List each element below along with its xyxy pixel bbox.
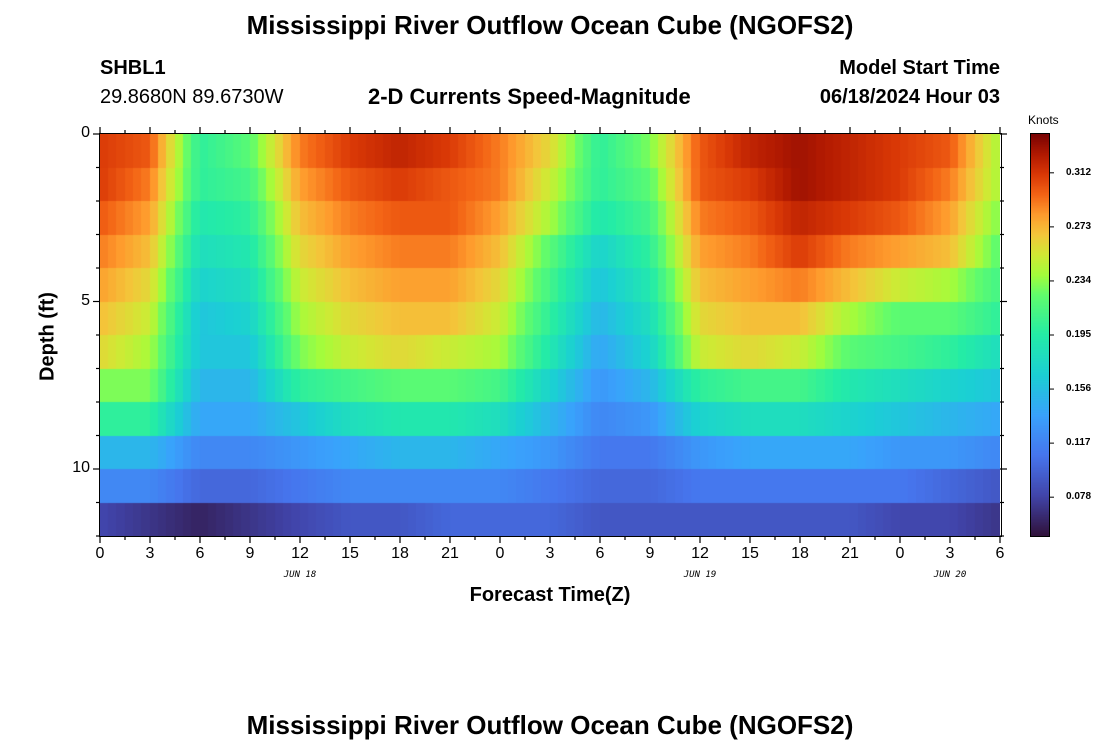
x-tick-label: 6 xyxy=(995,545,1005,562)
x-tick-label: 3 xyxy=(545,545,555,562)
day-label: JUN 18 xyxy=(283,570,317,580)
colorbar-tick-label: 0.312 xyxy=(1066,166,1092,178)
heatmap-plot xyxy=(100,134,1000,536)
x-tick-label: 0 xyxy=(495,545,505,562)
colorbar xyxy=(1031,134,1049,536)
x-tick-label: 18 xyxy=(391,545,409,562)
colorbar-tick-label: 0.117 xyxy=(1066,437,1091,449)
x-tick-label: 0 xyxy=(895,545,905,562)
x-tick-label: 21 xyxy=(441,545,459,562)
footer-title: Mississippi River Outflow Ocean Cube (NG… xyxy=(246,710,854,740)
axis-ticks xyxy=(93,127,1054,543)
chart-subtitle: 2-D Currents Speed-Magnitude xyxy=(368,84,691,109)
x-tick-label: 6 xyxy=(595,545,605,562)
x-tick-label: 15 xyxy=(341,545,359,562)
x-tick-label: 12 xyxy=(691,545,709,562)
x-tick-label: 21 xyxy=(841,545,859,562)
colorbar-frame xyxy=(1030,133,1050,537)
x-tick-label: 3 xyxy=(945,545,955,562)
x-tick-label: 9 xyxy=(245,545,255,562)
y-tick-label: 10 xyxy=(72,459,90,476)
colorbar-tick-label: 0.156 xyxy=(1066,383,1092,395)
x-axis-label: Forecast Time(Z) xyxy=(469,584,631,606)
model-start-label: Model Start Time xyxy=(839,57,1000,79)
day-label: JUN 20 xyxy=(933,570,967,580)
colorbar-tick-label: 0.234 xyxy=(1066,274,1092,286)
colorbar-tick-label: 0.078 xyxy=(1066,491,1092,503)
y-tick-label: 0 xyxy=(81,124,90,141)
x-tick-label: 12 xyxy=(291,545,309,562)
station-coordinates: 29.8680N 89.6730W xyxy=(100,86,284,108)
day-label: JUN 19 xyxy=(683,570,717,580)
y-tick-label: 5 xyxy=(81,291,90,309)
chart-title: Mississippi River Outflow Ocean Cube (NG… xyxy=(246,10,854,40)
x-tick-label: 18 xyxy=(791,545,809,562)
x-tick-label: 6 xyxy=(195,545,205,562)
station-id: SHBL1 xyxy=(100,57,166,79)
colorbar-unit: Knots xyxy=(1028,113,1059,127)
x-tick-label: 3 xyxy=(145,545,155,562)
x-tick-label: 9 xyxy=(645,545,655,562)
x-tick-label: 15 xyxy=(741,545,759,562)
colorbar-tick-label: 0.273 xyxy=(1066,220,1092,232)
colorbar-tick-label: 0.195 xyxy=(1066,329,1092,340)
model-start-value: 06/18/2024 Hour 03 xyxy=(819,86,1000,108)
x-tick-label: 0 xyxy=(95,545,105,562)
